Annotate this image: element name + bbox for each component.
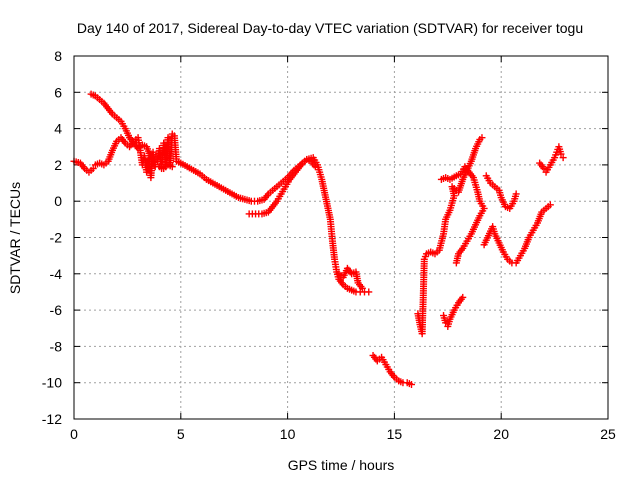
y-tick-label: -8 [50,338,63,354]
chart-axes: 0 5 10 15 20 25 -12 -10 -8 -6 -4 -2 0 2 4 6 8 [42,48,616,442]
x-tick-label: 5 [177,426,185,442]
data-point [407,381,415,389]
x-tick-label: 10 [280,426,296,442]
x-tick-label: 25 [600,426,616,442]
x-tick-label: 0 [70,426,78,442]
data-point [452,259,460,267]
data-point [311,163,319,171]
y-tick-label: 2 [54,157,62,173]
y-tick-label: 8 [54,48,62,64]
data-point [168,163,176,171]
y-tick-label: -10 [42,375,62,391]
y-tick-label: 6 [54,84,62,100]
data-point [89,165,97,173]
x-tick-label: 15 [387,426,403,442]
data-point [559,154,567,162]
chart-grid [74,56,608,419]
chart-marks [70,90,567,389]
data-point [358,284,366,292]
data-point [365,288,373,296]
data-point [546,201,554,209]
y-tick-label: 0 [54,193,62,209]
data-point [557,150,565,158]
x-tick-label: 20 [493,426,509,442]
y-tick-label: -6 [50,302,63,318]
y-tick-label: -12 [42,411,62,427]
data-point [540,165,548,173]
y-tick-label: 4 [54,121,62,137]
y-tick-label: -2 [50,230,63,246]
data-point [459,293,467,301]
y-axis-label: SDTVAR / TECUs [7,182,23,294]
plot-frame [73,55,609,420]
x-axis-label: GPS time / hours [288,457,395,473]
chart-title: Day 140 of 2017, Sidereal Day-to-day VTE… [77,20,583,36]
data-point [478,134,486,142]
data-point [512,190,520,198]
y-tick-label: -4 [50,266,63,282]
